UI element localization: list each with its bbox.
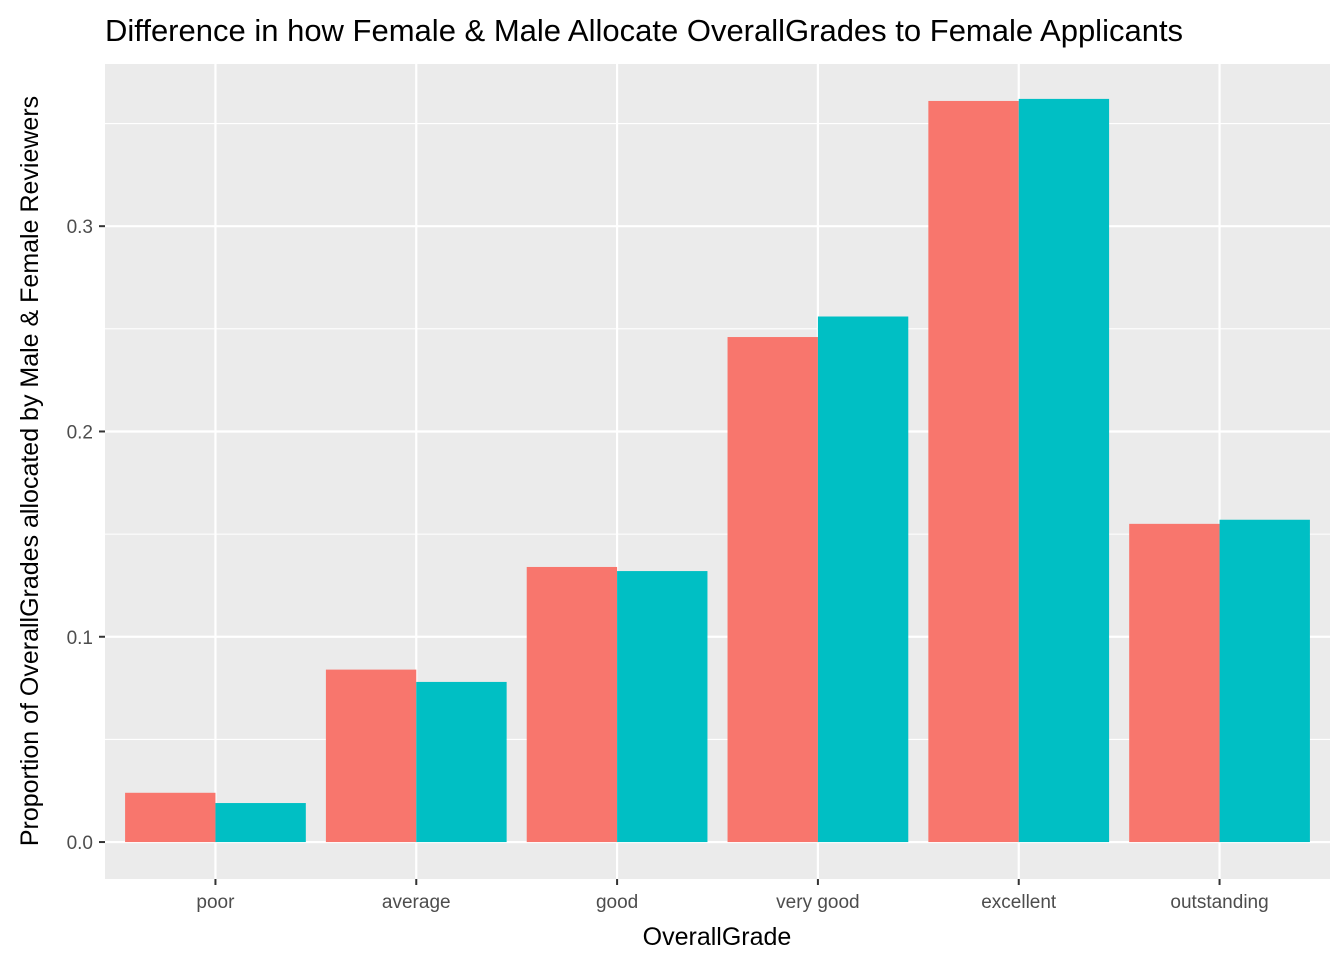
x-tick-label: very good <box>776 892 859 913</box>
bar <box>928 100 1019 843</box>
plot-panel <box>105 64 1330 879</box>
y-axis: 0.0 0.1 0.2 0.3 <box>67 217 105 854</box>
y-tick-label: 0.1 <box>67 628 93 649</box>
y-axis-title: Proportion of OverallGrades allocated by… <box>16 96 44 846</box>
bar <box>526 566 618 843</box>
bar <box>325 669 417 843</box>
x-tick-label: outstanding <box>1170 892 1268 913</box>
x-tick-label: average <box>382 892 451 913</box>
y-tick-label: 0.2 <box>67 422 93 443</box>
x-tick-label: good <box>596 892 638 913</box>
x-axis-title: OverallGrade <box>643 923 792 951</box>
y-tick-label: 0.0 <box>67 833 93 854</box>
bar <box>817 316 909 843</box>
bar <box>125 792 216 843</box>
bar <box>617 571 708 843</box>
chart-title: Difference in how Female & Male Allocate… <box>105 13 1183 48</box>
bar <box>1018 98 1110 843</box>
bar <box>727 337 818 843</box>
x-axis: poor average good very good excellent outstan… <box>196 879 1269 913</box>
y-tick-label: 0.3 <box>67 217 93 238</box>
bar <box>215 803 306 843</box>
x-tick-label: poor <box>196 892 235 913</box>
bar <box>416 681 507 843</box>
bar <box>1219 519 1310 843</box>
minor-gridlines <box>105 122 1330 740</box>
bars <box>125 98 1310 843</box>
x-tick-label: excellent <box>981 892 1057 913</box>
bar <box>1129 523 1220 843</box>
